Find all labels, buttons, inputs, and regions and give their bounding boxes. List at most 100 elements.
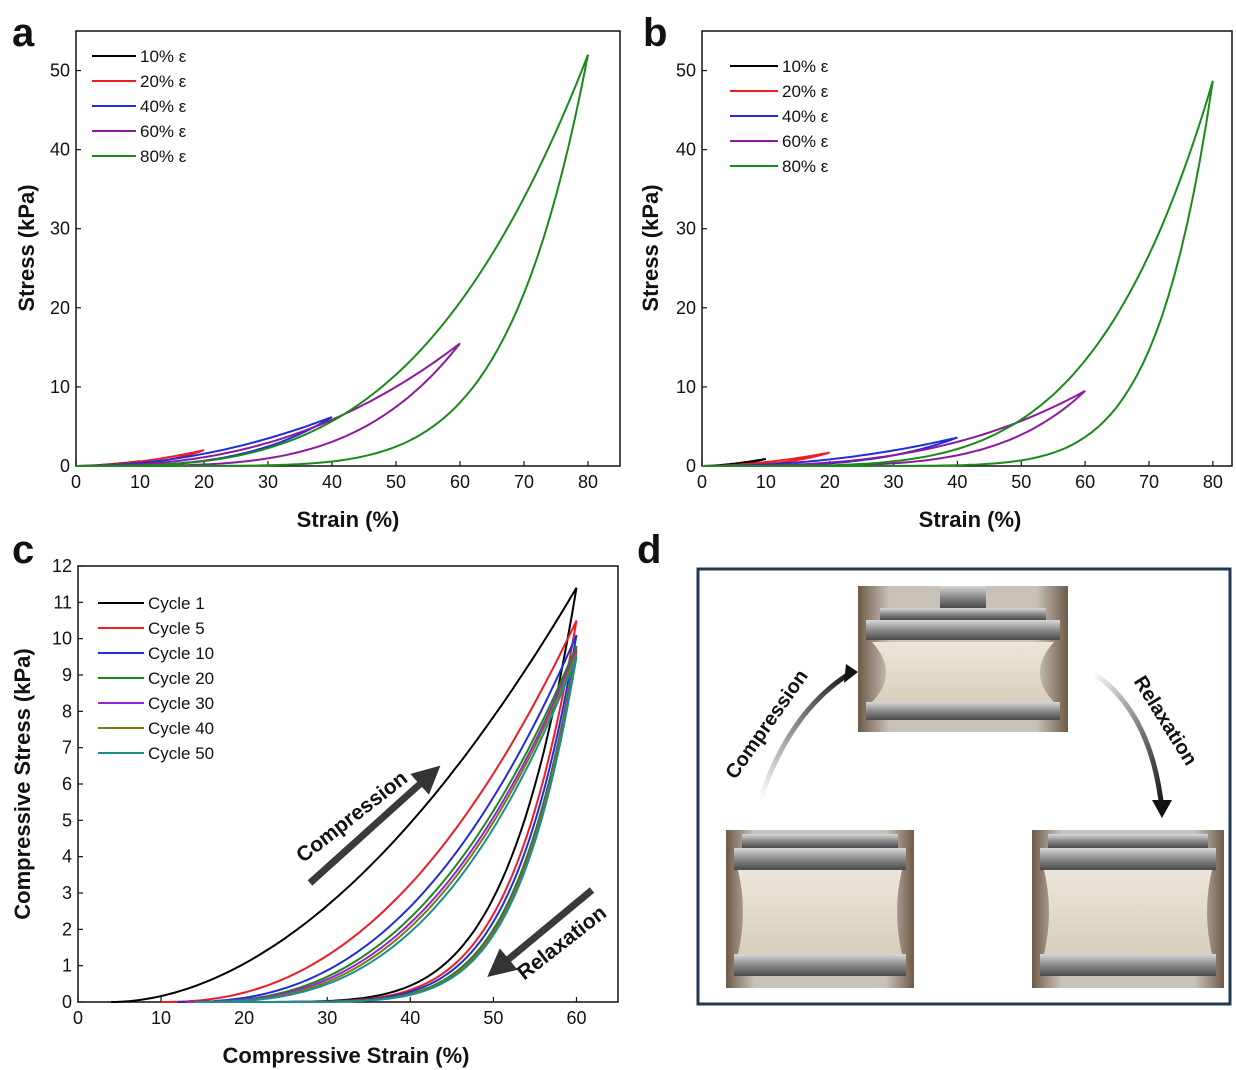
- y-tick-label: 30: [50, 219, 70, 239]
- y-tick-label: 50: [50, 61, 70, 81]
- series-line-c-7: [194, 656, 578, 1003]
- compression-annotation: Compression: [292, 767, 412, 868]
- x-tick-label: 20: [820, 472, 840, 492]
- legend-label: Cycle 1: [148, 594, 205, 613]
- y-tick-label: 3: [62, 883, 72, 903]
- y-tick-label: 20: [676, 298, 696, 318]
- x-tick-label: 20: [234, 1008, 254, 1028]
- legend-label: 10% ε: [782, 57, 829, 76]
- y-axis-label-c: Compressive Stress (kPa): [10, 648, 35, 919]
- panel-d: d Compression: [637, 528, 1232, 1006]
- legend-label: Cycle 5: [148, 619, 205, 638]
- photo-initial: [726, 830, 914, 988]
- x-tick-label: 50: [1011, 472, 1031, 492]
- y-tick-label: 50: [676, 61, 696, 81]
- x-tick-label: 60: [450, 472, 470, 492]
- x-tick-label: 40: [322, 472, 342, 492]
- x-tick-label: 70: [1139, 472, 1159, 492]
- axis-ticks-b: 0 10 20 30 40 50 60 70 80 0 10 20 30 40 50: [676, 61, 1223, 492]
- panel-letter-d: d: [637, 528, 661, 572]
- legend-label: 80% ε: [140, 147, 187, 166]
- y-tick-label: 5: [62, 810, 72, 830]
- y-tick-label: 4: [62, 847, 72, 867]
- x-tick-label: 20: [194, 472, 214, 492]
- legend-label: Cycle 50: [148, 744, 214, 763]
- series-line-b-4: [702, 390, 1086, 467]
- panel-a: a 0 10 20 30 40 50 60 70 80 0 10 20 30 40 50 10% ε 20% …: [12, 11, 621, 532]
- photo-relaxed: [1032, 830, 1224, 988]
- x-axis-label-c: Compressive Strain (%): [223, 1043, 470, 1068]
- relaxation-arrow: [487, 887, 595, 977]
- x-tick-label: 40: [947, 472, 967, 492]
- y-tick-label: 0: [62, 992, 72, 1012]
- compression-arrowhead: [844, 664, 858, 683]
- y-tick-label: 8: [62, 701, 72, 721]
- photo-compressed: [858, 586, 1068, 732]
- series-line-a-4: [76, 342, 461, 467]
- y-tick-label: 30: [676, 219, 696, 239]
- legend-label: 80% ε: [782, 157, 829, 176]
- x-axis-label-b: Strain (%): [919, 507, 1022, 532]
- legend-label: 20% ε: [140, 72, 187, 91]
- y-tick-label: 12: [52, 556, 72, 576]
- x-tick-label: 60: [566, 1008, 586, 1028]
- y-tick-label: 2: [62, 919, 72, 939]
- y-tick-label: 10: [50, 377, 70, 397]
- y-tick-label: 40: [50, 140, 70, 160]
- x-tick-label: 50: [483, 1008, 503, 1028]
- panel-letter-a: a: [12, 11, 35, 55]
- x-tick-label: 10: [756, 472, 776, 492]
- y-tick-label: 1: [62, 956, 72, 976]
- legend-a: 10% ε 20% ε 40% ε 60% ε 80% ε: [92, 47, 187, 166]
- x-tick-label: 80: [1203, 472, 1223, 492]
- compression-curved-arrow: [757, 669, 854, 801]
- y-tick-label: 0: [686, 456, 696, 476]
- legend-label: Cycle 40: [148, 719, 214, 738]
- relaxation-arrowhead: [1152, 800, 1172, 818]
- x-tick-label: 10: [130, 472, 150, 492]
- legend-label: Cycle 10: [148, 644, 214, 663]
- legend-label: Cycle 30: [148, 694, 214, 713]
- y-tick-label: 7: [62, 738, 72, 758]
- relaxation-curved-arrow: [1090, 669, 1165, 811]
- compression-arrow: [307, 765, 441, 886]
- curves-a: [76, 54, 589, 467]
- legend-label: 10% ε: [140, 47, 187, 66]
- x-tick-label: 30: [884, 472, 904, 492]
- x-tick-label: 0: [697, 472, 707, 492]
- legend-label: 40% ε: [782, 107, 829, 126]
- series-line-a-5: [76, 54, 589, 467]
- y-axis-label-a: Stress (kPa): [14, 184, 39, 311]
- series-line-a-3: [76, 416, 333, 467]
- plot-frame-a: [75, 30, 621, 467]
- x-tick-label: 60: [1075, 472, 1095, 492]
- y-tick-label: 11: [53, 592, 72, 612]
- series-line-b-5: [702, 80, 1214, 467]
- legend-label: 60% ε: [140, 122, 187, 141]
- curves-b: [702, 80, 1214, 467]
- legend-label: 40% ε: [140, 97, 187, 116]
- curves-c: [111, 587, 578, 1003]
- x-tick-label: 0: [71, 472, 81, 492]
- y-tick-label: 6: [62, 774, 72, 794]
- y-axis-label-b: Stress (kPa): [638, 184, 663, 311]
- panel-letter-c: c: [12, 528, 34, 572]
- legend-b: 10% ε 20% ε 40% ε 60% ε 80% ε: [730, 57, 829, 176]
- legend-c: Cycle 1 Cycle 5 Cycle 10 Cycle 20 Cycle 30 Cy…: [98, 594, 214, 763]
- plot-frame-b: [701, 30, 1233, 467]
- x-tick-label: 50: [386, 472, 406, 492]
- y-tick-label: 10: [676, 377, 696, 397]
- legend-label: 20% ε: [782, 82, 829, 101]
- annotations-c: Compression Relaxation: [292, 765, 611, 985]
- x-tick-label: 0: [73, 1008, 83, 1028]
- x-tick-label: 10: [151, 1008, 171, 1028]
- x-tick-label: 40: [400, 1008, 420, 1028]
- y-tick-label: 0: [60, 456, 70, 476]
- y-tick-label: 40: [676, 140, 696, 160]
- x-tick-label: 30: [317, 1008, 337, 1028]
- x-tick-label: 70: [514, 472, 534, 492]
- panel-b: b 0 10 20 30 40 50 60 70 80 0 10 20 30 40 50 10% ε 20% …: [638, 11, 1233, 532]
